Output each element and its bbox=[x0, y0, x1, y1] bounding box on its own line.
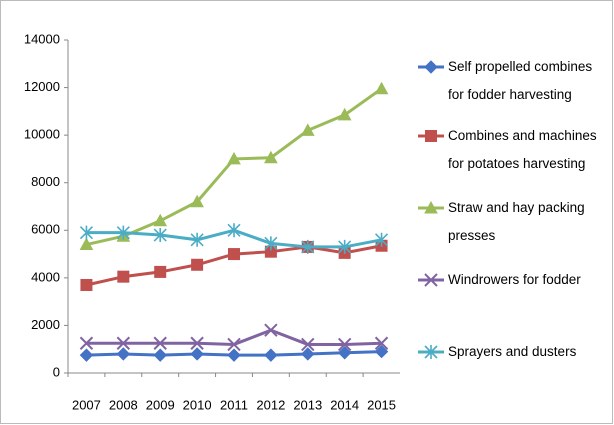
marker bbox=[264, 323, 278, 337]
marker bbox=[374, 344, 389, 359]
marker bbox=[374, 81, 389, 95]
marker bbox=[424, 60, 438, 74]
marker bbox=[264, 348, 278, 362]
marker bbox=[79, 348, 94, 362]
legend-label: Windrowers for fodder bbox=[448, 272, 581, 287]
marker bbox=[79, 225, 94, 240]
marker bbox=[228, 248, 240, 261]
x-tick-label: 2015 bbox=[367, 397, 396, 412]
x-tick-label: 2013 bbox=[293, 397, 322, 412]
marker bbox=[264, 150, 278, 164]
marker bbox=[300, 123, 315, 136]
series-line bbox=[86, 328, 382, 346]
marker bbox=[227, 348, 241, 362]
x-tick-label: 2012 bbox=[256, 397, 285, 412]
marker bbox=[264, 236, 278, 251]
marker bbox=[190, 232, 204, 247]
marker bbox=[338, 239, 352, 254]
marker bbox=[116, 347, 131, 361]
marker bbox=[153, 213, 168, 227]
marker bbox=[337, 346, 352, 360]
x-tick-label: 2010 bbox=[183, 397, 212, 412]
y-tick-label: 2000 bbox=[31, 317, 60, 332]
legend-label: Combines and machines for potatoes harve… bbox=[448, 128, 597, 171]
x-tick-label: 2009 bbox=[146, 397, 175, 412]
x-tick-label: 2008 bbox=[109, 397, 138, 412]
legend-label: Straw and hay packing presses bbox=[448, 200, 585, 243]
x-tick-label: 2007 bbox=[72, 397, 101, 412]
marker bbox=[79, 237, 94, 251]
marker bbox=[116, 225, 130, 240]
marker bbox=[191, 258, 204, 271]
marker bbox=[337, 107, 352, 121]
marker bbox=[301, 239, 315, 254]
marker bbox=[116, 336, 131, 350]
marker bbox=[301, 347, 315, 361]
marker bbox=[424, 345, 438, 359]
marker bbox=[424, 200, 438, 214]
marker bbox=[227, 337, 241, 352]
legend-label: Self propelled combines for fodder harve… bbox=[448, 59, 593, 102]
series-line bbox=[86, 87, 383, 247]
marker bbox=[153, 228, 167, 243]
marker bbox=[79, 336, 94, 350]
y-tick-label: 12000 bbox=[24, 79, 60, 94]
marker bbox=[190, 336, 204, 350]
marker bbox=[190, 347, 204, 361]
marker bbox=[227, 151, 241, 165]
legend-label: Sprayers and dusters bbox=[448, 344, 577, 359]
marker bbox=[374, 232, 389, 247]
y-tick-label: 6000 bbox=[31, 222, 60, 237]
y-tick-label: 4000 bbox=[31, 269, 60, 284]
y-tick-label: 0 bbox=[53, 364, 60, 379]
x-tick-label: 2014 bbox=[330, 397, 359, 412]
x-tick-label: 2011 bbox=[220, 397, 248, 412]
marker bbox=[337, 337, 352, 352]
marker bbox=[227, 223, 241, 238]
marker bbox=[301, 337, 315, 352]
marker bbox=[190, 194, 204, 208]
marker bbox=[153, 336, 167, 350]
y-tick-label: 8000 bbox=[31, 174, 60, 189]
marker bbox=[374, 336, 389, 350]
y-tick-label: 10000 bbox=[24, 127, 60, 142]
marker bbox=[153, 348, 167, 362]
marker bbox=[154, 265, 167, 278]
marker bbox=[80, 278, 93, 291]
marker bbox=[424, 273, 438, 287]
y-tick-label: 14000 bbox=[24, 31, 60, 46]
marker bbox=[117, 270, 130, 283]
marker bbox=[425, 130, 437, 142]
